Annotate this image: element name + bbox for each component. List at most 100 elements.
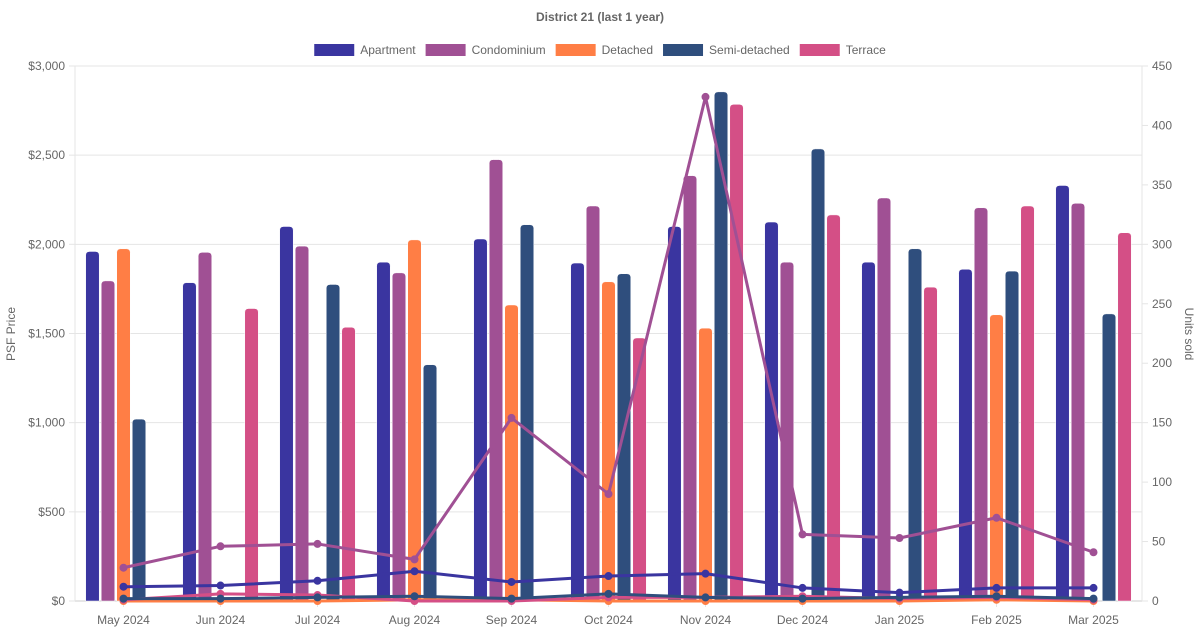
point-condominium[interactable] [411, 556, 418, 563]
bar-condominium[interactable] [586, 206, 600, 601]
bar-apartment[interactable] [474, 239, 488, 601]
point-condominium[interactable] [993, 514, 1000, 521]
bar-semi-detached[interactable] [1102, 314, 1116, 601]
y-left-tick-label: $1,000 [28, 416, 65, 430]
y-right-tick-label: 250 [1152, 297, 1172, 311]
legend-item-detached[interactable]: Detached [556, 43, 653, 57]
point-semi-detached[interactable] [411, 593, 418, 600]
bar-terrace[interactable] [827, 215, 841, 601]
bar-terrace[interactable] [633, 338, 647, 601]
bar-condominium[interactable] [974, 208, 988, 601]
point-condominium[interactable] [314, 540, 321, 547]
y-left-tick-label: $0 [52, 594, 66, 608]
legend-item-terrace[interactable]: Terrace [800, 43, 886, 57]
legend-swatch [426, 44, 466, 56]
bar-semi-detached[interactable] [132, 419, 146, 601]
bar-condominium[interactable] [392, 273, 406, 601]
bar-condominium[interactable] [780, 262, 794, 601]
legend-item-semi-detached[interactable]: Semi-detached [663, 43, 790, 57]
y-right-tick-label: 150 [1152, 416, 1172, 430]
bar-apartment[interactable] [862, 262, 876, 601]
bar-semi-detached[interactable] [617, 274, 631, 601]
bar-terrace[interactable] [730, 104, 744, 601]
legend-swatch [800, 44, 840, 56]
x-tick-label: Aug 2024 [389, 613, 441, 627]
bar-semi-detached[interactable] [423, 365, 437, 601]
bar-terrace[interactable] [924, 287, 938, 601]
bar-condominium[interactable] [295, 246, 309, 601]
point-semi-detached[interactable] [605, 590, 612, 597]
bar-semi-detached[interactable] [811, 149, 825, 601]
point-semi-detached[interactable] [508, 595, 515, 602]
point-apartment[interactable] [217, 582, 224, 589]
point-semi-detached[interactable] [799, 595, 806, 602]
point-semi-detached[interactable] [993, 593, 1000, 600]
bar-detached[interactable] [990, 315, 1004, 601]
bar-detached[interactable] [408, 240, 422, 601]
bar-terrace[interactable] [1021, 206, 1035, 601]
bar-condominium[interactable] [489, 160, 503, 601]
y-right-tick-label: 400 [1152, 118, 1172, 132]
y-axis-left: $0$500$1,000$1,500$2,000$2,500$3,000 [28, 59, 75, 608]
chart-title: District 21 (last 1 year) [536, 10, 664, 24]
x-tick-label: Jun 2024 [196, 613, 246, 627]
point-condominium[interactable] [799, 531, 806, 538]
bar-detached[interactable] [117, 249, 131, 601]
point-apartment[interactable] [702, 570, 709, 577]
y-right-tick-label: 450 [1152, 59, 1172, 73]
bar-terrace[interactable] [1118, 233, 1132, 601]
bar-semi-detached[interactable] [1005, 271, 1019, 601]
legend-label: Condominium [472, 43, 546, 57]
x-tick-label: Dec 2024 [777, 613, 829, 627]
point-condominium[interactable] [702, 93, 709, 100]
point-condominium[interactable] [508, 414, 515, 421]
point-semi-detached[interactable] [120, 595, 127, 602]
x-tick-label: Mar 2025 [1068, 613, 1119, 627]
bar-condominium[interactable] [101, 281, 115, 601]
point-semi-detached[interactable] [702, 594, 709, 601]
bar-apartment[interactable] [668, 227, 682, 602]
y-right-tick-label: 350 [1152, 178, 1172, 192]
bar-apartment[interactable] [86, 251, 100, 601]
point-condominium[interactable] [605, 491, 612, 498]
point-condominium[interactable] [1090, 549, 1097, 556]
x-tick-label: Feb 2025 [971, 613, 1022, 627]
point-apartment[interactable] [896, 589, 903, 596]
point-apartment[interactable] [993, 584, 1000, 591]
point-semi-detached[interactable] [314, 594, 321, 601]
bar-detached[interactable] [699, 328, 713, 601]
point-apartment[interactable] [314, 577, 321, 584]
legend-item-apartment[interactable]: Apartment [314, 43, 416, 57]
bar-condominium[interactable] [1071, 203, 1085, 601]
bar-apartment[interactable] [959, 269, 973, 601]
legend-item-condominium[interactable]: Condominium [426, 43, 546, 57]
bar-detached[interactable] [505, 305, 519, 601]
point-apartment[interactable] [605, 573, 612, 580]
point-semi-detached[interactable] [1090, 595, 1097, 602]
x-tick-label: Sep 2024 [486, 613, 538, 627]
bars [86, 92, 1132, 601]
bar-terrace[interactable] [245, 309, 259, 601]
point-apartment[interactable] [411, 568, 418, 575]
point-apartment[interactable] [799, 584, 806, 591]
bar-apartment[interactable] [571, 263, 585, 601]
point-condominium[interactable] [120, 564, 127, 571]
bar-terrace[interactable] [342, 327, 356, 601]
point-apartment[interactable] [120, 583, 127, 590]
point-semi-detached[interactable] [217, 595, 224, 602]
bar-semi-detached[interactable] [908, 249, 922, 601]
bar-condominium[interactable] [683, 176, 697, 601]
bar-condominium[interactable] [877, 198, 891, 601]
y-right-tick-label: 300 [1152, 237, 1172, 251]
bar-semi-detached[interactable] [520, 225, 534, 601]
x-tick-label: May 2024 [97, 613, 150, 627]
y-right-tick-label: 0 [1152, 594, 1159, 608]
bar-detached[interactable] [602, 282, 616, 601]
point-condominium[interactable] [896, 534, 903, 541]
point-apartment[interactable] [1090, 584, 1097, 591]
point-apartment[interactable] [508, 578, 515, 585]
bar-semi-detached[interactable] [326, 284, 340, 601]
point-condominium[interactable] [217, 543, 224, 550]
bar-apartment[interactable] [377, 262, 391, 601]
